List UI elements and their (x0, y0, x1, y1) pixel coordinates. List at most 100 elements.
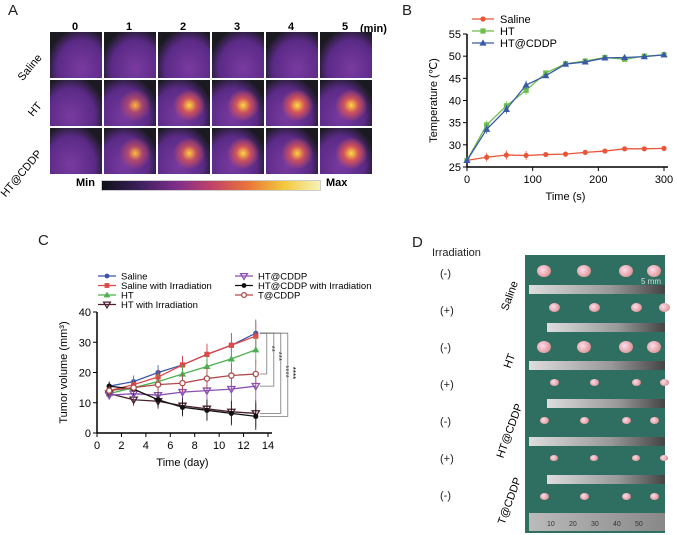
panel-c-label: C (38, 232, 49, 249)
data-point (581, 58, 589, 65)
x-axis-label: Time (s) (546, 191, 586, 203)
panel-a-label: A (8, 2, 19, 19)
colorbar-min-label: Min (76, 177, 95, 189)
y-tick-label: 10 (79, 398, 91, 410)
temperature-chart: 0 100 200 300 25 30 35 40 45 50 55 Time (s) Temperat… (428, 14, 673, 203)
irradiation-header: Irradiation (432, 247, 481, 259)
data-point (106, 383, 112, 389)
ruler-number: 50 (635, 521, 643, 528)
irradiation-state: (+) (440, 379, 454, 391)
data-point (154, 381, 162, 388)
thermal-image (104, 32, 156, 78)
panel-b-label: B (402, 2, 413, 19)
data-point (239, 272, 249, 281)
tumor (550, 455, 558, 461)
tumor (649, 493, 659, 500)
thermal-image (104, 80, 156, 126)
data-point (602, 148, 608, 154)
tumor (549, 379, 559, 386)
data-point (179, 404, 186, 410)
tumor (577, 341, 591, 353)
thermal-image (158, 128, 210, 174)
tumor (588, 303, 600, 312)
data-point (179, 379, 186, 387)
x-tick-label: 8 (192, 440, 198, 452)
irradiation-state: (+) (440, 453, 454, 465)
data-point (622, 146, 628, 152)
tumor (589, 379, 599, 386)
ruler-number: 20 (569, 521, 577, 528)
y-tick-label: 30 (449, 140, 461, 152)
thermal-image (50, 80, 102, 126)
colorbar-max-label: Max (326, 177, 348, 189)
tumor (579, 493, 589, 500)
data-point (228, 372, 235, 379)
y-tick-label: 20 (79, 368, 91, 380)
thermal-image (320, 128, 372, 174)
data-point (621, 53, 629, 61)
row-label-ht@cddp: HT@CDDP (0, 148, 45, 200)
tumor (632, 455, 640, 461)
thermal-image (320, 32, 372, 78)
time-label: 0 (72, 21, 79, 33)
time-label: 5 (342, 21, 349, 33)
thermal-image (266, 32, 318, 78)
group-label-ht: HT (501, 352, 519, 370)
thermal-image (320, 80, 372, 126)
tumor (539, 417, 549, 424)
x-tick-label: 14 (262, 440, 274, 452)
x-tick-label: 4 (143, 440, 149, 452)
ruler-number: 40 (613, 521, 621, 528)
tumor (621, 417, 631, 424)
data-point (204, 407, 210, 413)
data-point (543, 151, 549, 158)
x-tick-label: 200 (589, 174, 607, 186)
tumor (537, 341, 551, 353)
tumor (647, 341, 661, 353)
tumor (631, 379, 641, 386)
thermal-image (266, 128, 318, 174)
y-tick-label: 55 (449, 29, 461, 41)
data-point (252, 370, 260, 378)
significance-bracket (259, 332, 289, 417)
legend-label: Saline with Irradiation (121, 281, 212, 292)
data-point (103, 291, 111, 298)
time-label: 2 (180, 21, 187, 33)
data-point (104, 283, 110, 288)
time-label: 1 (126, 21, 133, 33)
group-label-t-cddp: T@CDDP (495, 475, 525, 527)
tumor (619, 341, 633, 353)
tumor (579, 417, 589, 424)
y-tick-label: 45 (449, 73, 461, 85)
ruler (529, 285, 665, 294)
data-point (228, 410, 234, 416)
legend-label: HT (121, 291, 134, 302)
y-axis-label: Tumor volume (mm³) (58, 321, 70, 423)
data-point (660, 51, 668, 58)
data-point (104, 273, 110, 279)
x-tick-label: 2 (118, 440, 124, 452)
thermal-image (212, 32, 264, 78)
data-point (227, 355, 235, 362)
data-point (203, 362, 211, 370)
data-point (484, 154, 490, 160)
tumor-photo: 5 mm 10 20 30 40 50 (525, 255, 670, 533)
data-point (562, 151, 569, 157)
y-tick-label: 25 (449, 162, 461, 174)
time-label: 3 (234, 21, 241, 33)
x-tick-label: 300 (655, 174, 673, 186)
tumor-volume-chart: 0 2 4 6 8 10 12 14 0 10 20 30 40 Time (day) Tumor volu… (58, 272, 371, 470)
irradiation-state: (+) (440, 305, 454, 317)
thermal-image (158, 80, 210, 126)
data-point (480, 16, 486, 22)
series-line-ht (466, 54, 665, 161)
data-point (253, 413, 259, 419)
irradiation-state: (-) (440, 268, 451, 280)
series-line-ht-cddp (466, 54, 665, 161)
data-point (523, 87, 529, 93)
y-tick-label: 40 (449, 96, 461, 108)
legend-label: Saline (500, 14, 531, 26)
data-point (640, 53, 648, 60)
data-point (561, 60, 570, 67)
data-point (155, 397, 161, 403)
